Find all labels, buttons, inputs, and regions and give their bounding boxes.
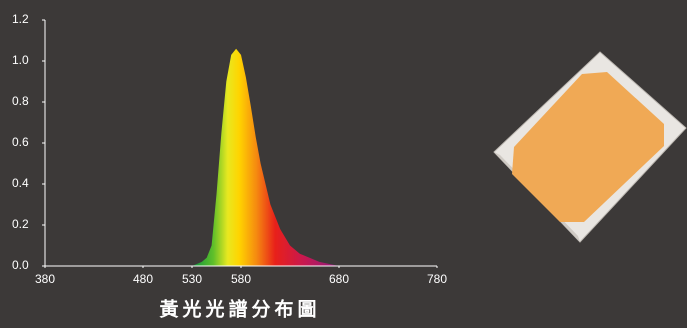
y-tick-label: 0.2 bbox=[12, 217, 29, 231]
led-image bbox=[493, 51, 687, 243]
y-tick-label: 1.0 bbox=[12, 53, 29, 67]
x-tick-label: 680 bbox=[329, 272, 349, 286]
x-tick-label: 780 bbox=[427, 272, 447, 286]
chart-title: 黃光光譜分布圖 bbox=[159, 298, 320, 321]
y-tick-label: 0.8 bbox=[12, 94, 29, 108]
spectrum-area bbox=[45, 48, 437, 267]
plot bbox=[45, 48, 437, 267]
x-tick-label: 380 bbox=[35, 272, 55, 286]
x-tick-label: 580 bbox=[231, 272, 251, 286]
y-tick-label: 1.2 bbox=[12, 12, 29, 26]
y-tick-label: 0.0 bbox=[12, 258, 29, 272]
x-tick-label: 530 bbox=[182, 272, 202, 286]
y-tick-label: 0.6 bbox=[12, 135, 29, 149]
y-tick-label: 0.4 bbox=[12, 176, 29, 190]
x-tick-label: 480 bbox=[133, 272, 153, 286]
